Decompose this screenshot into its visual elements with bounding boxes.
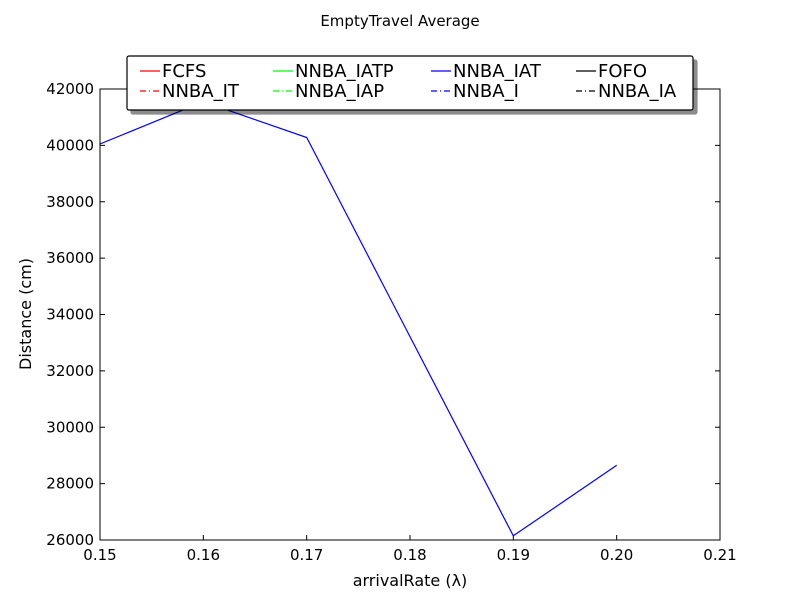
- x-tick-label: 0.18: [393, 546, 426, 564]
- x-tick-label: 0.20: [600, 546, 633, 564]
- legend-label-nnba-ia: NNBA_IA: [598, 81, 677, 102]
- legend-label-fcfs: FCFS: [162, 61, 206, 82]
- y-axis-label: Distance (cm): [16, 258, 35, 370]
- y-tick-label: 28000: [46, 475, 94, 493]
- y-tick-label: 34000: [46, 306, 94, 324]
- legend: FCFSNNBA_ITNNBA_IATPNNBA_IAPNNBA_IATNNBA…: [126, 55, 694, 111]
- y-axis: 26000 28000 30000 32000 34000 36000 38000 40000…: [46, 80, 720, 549]
- y-tick-label: 40000: [46, 136, 94, 154]
- y-tick-label: 36000: [46, 249, 94, 267]
- x-axis-label: arrivalRate (λ): [353, 571, 468, 590]
- x-axis: 0.15 0.16 0.17 0.18 0.19 0.20 0.21: [83, 89, 737, 564]
- series-line-nnba-iat: [100, 101, 618, 537]
- legend-label-nnba-iap: NNBA_IAP: [295, 81, 384, 102]
- x-tick-label: 0.17: [290, 546, 323, 564]
- legend-label-nnba-iatp: NNBA_IATP: [295, 61, 394, 82]
- x-tick-label: 0.16: [187, 546, 220, 564]
- y-tick-label: 38000: [46, 193, 94, 211]
- x-tick-label: 0.15: [83, 546, 116, 564]
- chart-title: EmptyTravel Average: [320, 12, 479, 30]
- x-tick-label: 0.21: [703, 546, 736, 564]
- series-layer: [100, 101, 618, 537]
- y-tick-label: 42000: [46, 80, 94, 98]
- legend-label-fofo: FOFO: [598, 61, 647, 82]
- legend-label-nnba-it: NNBA_IT: [162, 81, 240, 102]
- y-tick-label: 26000: [46, 531, 94, 549]
- y-tick-label: 32000: [46, 362, 94, 380]
- y-tick-label: 30000: [46, 418, 94, 436]
- plot-frame: [99, 88, 721, 541]
- legend-label-nnba-i: NNBA_I: [453, 81, 519, 102]
- x-tick-label: 0.19: [497, 546, 530, 564]
- legend-label-nnba-iat: NNBA_IAT: [453, 61, 542, 82]
- legend-box: [126, 55, 694, 111]
